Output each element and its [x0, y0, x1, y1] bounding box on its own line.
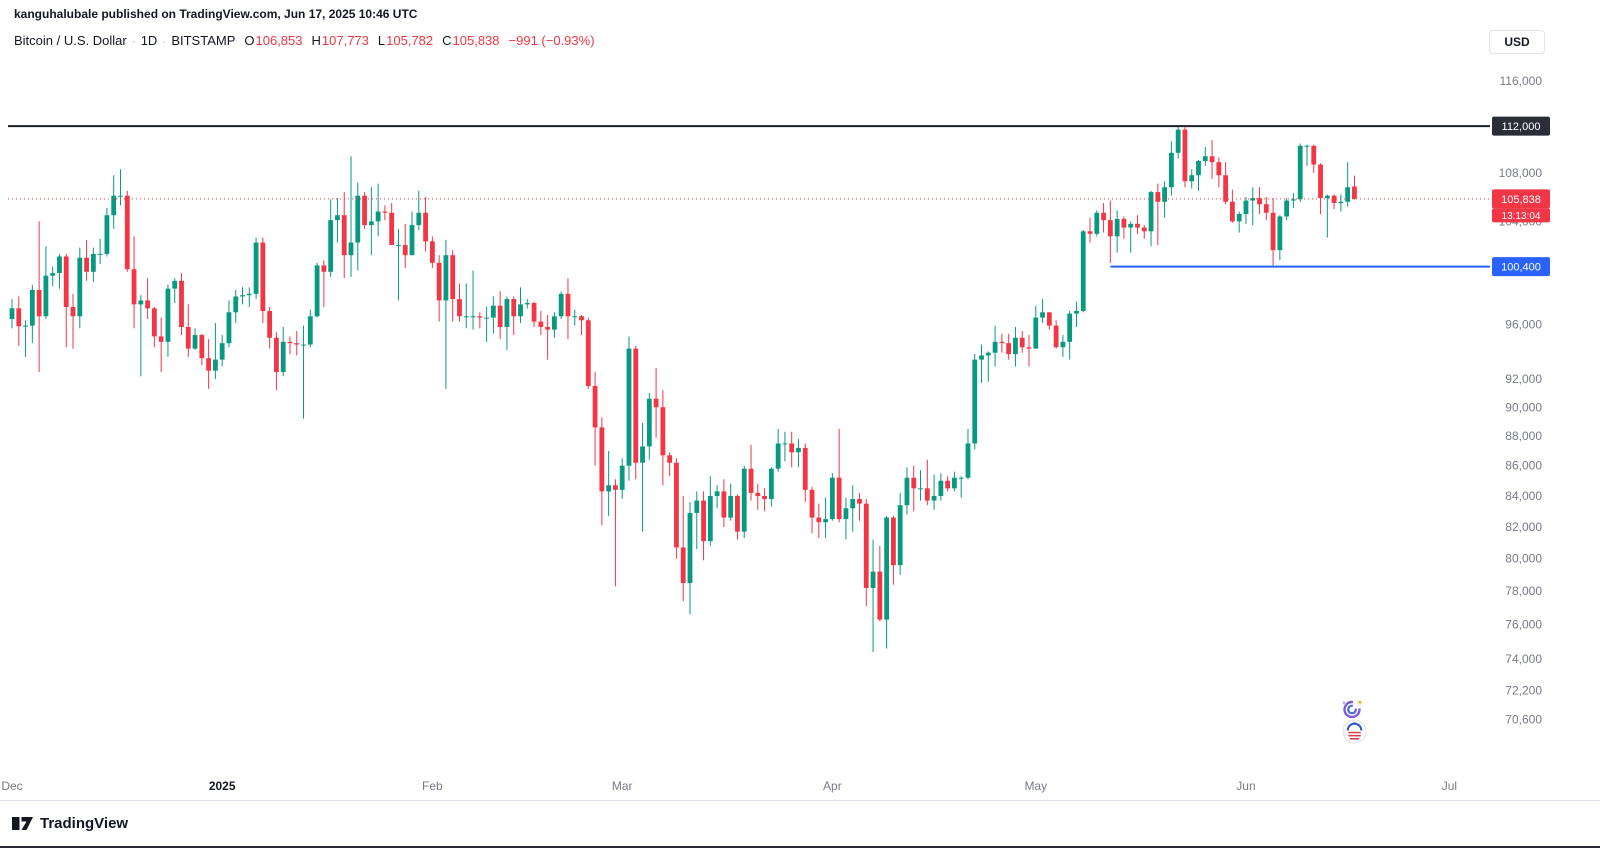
svg-text:116,000: 116,000: [1500, 74, 1543, 88]
svg-text:Apr: Apr: [823, 779, 842, 793]
tradingview-wordmark[interactable]: TradingView: [40, 815, 129, 832]
capitol-icon: [1342, 719, 1367, 744]
svg-text:72,200: 72,200: [1505, 684, 1542, 698]
svg-text:70,600: 70,600: [1505, 712, 1542, 726]
legend-separator: ·: [162, 34, 167, 48]
ohlc-close: C105,838: [442, 33, 500, 48]
svg-text:112,000: 112,000: [1502, 121, 1541, 133]
svg-text:105,838: 105,838: [1501, 194, 1541, 206]
svg-text:2025: 2025: [209, 779, 236, 793]
symbol-title[interactable]: Bitcoin / U.S. Dollar: [14, 33, 127, 48]
window-bottom-edge: [0, 846, 1600, 848]
svg-text:Mar: Mar: [612, 779, 633, 793]
chart-legend: Bitcoin / U.S. Dollar · 1D · BITSTAMP O1…: [14, 33, 595, 48]
ohlc-low: L105,782: [377, 33, 434, 48]
ohlc-open: O106,853: [244, 33, 303, 48]
svg-text:Jul: Jul: [1442, 779, 1457, 793]
attribution-text: kanguhalubale published on TradingView.c…: [14, 7, 418, 21]
capitol-flag-sticker: [1342, 719, 1367, 749]
currency-usd-button[interactable]: USD: [1489, 30, 1545, 54]
footer-bar: TradingView: [0, 800, 1600, 846]
svg-text:108,000: 108,000: [1499, 166, 1543, 180]
attribution-bar: kanguhalubale published on TradingView.c…: [0, 0, 1600, 28]
svg-text:84,000: 84,000: [1505, 489, 1542, 503]
svg-text:80,000: 80,000: [1505, 552, 1542, 566]
svg-text:May: May: [1024, 779, 1047, 793]
svg-text:13:13:04: 13:13:04: [1502, 211, 1541, 222]
svg-text:82,000: 82,000: [1505, 520, 1542, 534]
legend-separator: ·: [131, 34, 136, 48]
price-change: −991 (−0.93%): [508, 33, 595, 48]
svg-text:90,000: 90,000: [1505, 400, 1542, 414]
tradingview-logo-icon: [12, 817, 33, 830]
svg-text:Feb: Feb: [422, 779, 443, 793]
exchange-label[interactable]: BITSTAMP: [171, 33, 236, 48]
svg-text:76,000: 76,000: [1505, 618, 1542, 632]
time-axis[interactable]: [0, 772, 1490, 800]
swirl-icon: [1342, 699, 1363, 719]
svg-text:96,000: 96,000: [1505, 317, 1542, 331]
price-axis[interactable]: [1490, 28, 1600, 788]
svg-text:88,000: 88,000: [1505, 429, 1542, 443]
svg-text:74,000: 74,000: [1505, 652, 1542, 666]
svg-text:78,000: 78,000: [1505, 584, 1542, 598]
svg-text:Dec: Dec: [1, 779, 22, 793]
swirl-sparkle-sticker: [1337, 694, 1367, 729]
svg-text:Jun: Jun: [1236, 779, 1255, 793]
svg-text:100,400: 100,400: [1501, 262, 1541, 274]
svg-text:86,000: 86,000: [1505, 459, 1542, 473]
interval-label[interactable]: 1D: [140, 33, 158, 48]
svg-text:92,000: 92,000: [1505, 372, 1542, 386]
ohlc-high: H107,773: [311, 33, 369, 48]
